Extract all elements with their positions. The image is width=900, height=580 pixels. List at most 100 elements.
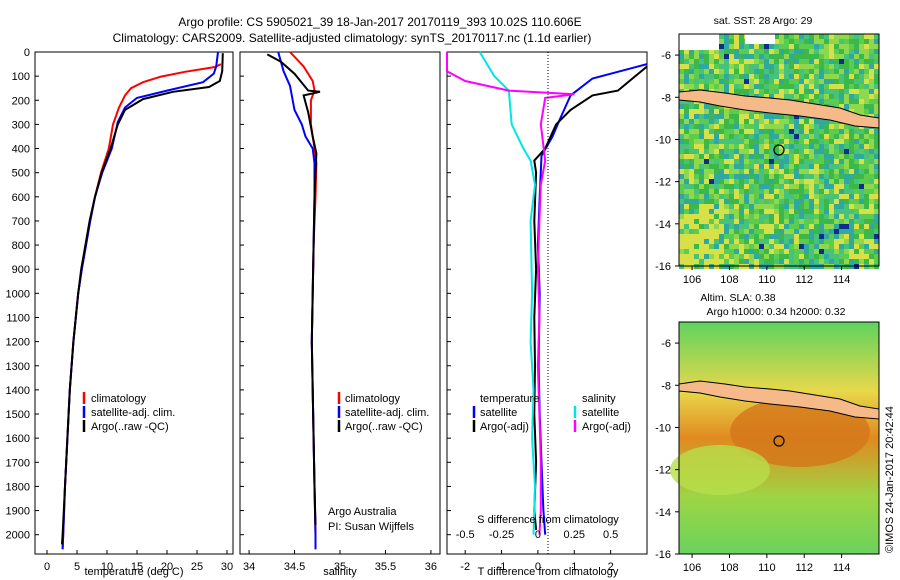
sst-cell — [789, 64, 794, 69]
x-tick-label: 15 — [131, 561, 143, 573]
sst-cell — [804, 179, 809, 184]
sst-cell — [839, 179, 844, 184]
sst-cell — [679, 214, 684, 219]
sst-cell — [794, 119, 799, 124]
sst-cell — [764, 244, 769, 249]
sst-cell — [684, 259, 689, 264]
x-tick-label: 5 — [74, 561, 80, 573]
sst-cell — [779, 169, 784, 174]
sst-cell — [734, 54, 739, 59]
sst-cell — [799, 139, 804, 144]
sst-cell — [734, 139, 739, 144]
sst-cell — [834, 149, 839, 154]
sst-cell — [799, 189, 804, 194]
sst-cell — [849, 179, 854, 184]
sst-cell — [824, 179, 829, 184]
sst-cell — [749, 159, 754, 164]
sst-cell — [719, 179, 724, 184]
sst-cell — [704, 169, 709, 174]
sst-cell — [849, 149, 854, 154]
sst-cell — [834, 89, 839, 94]
sst-cell — [769, 254, 774, 259]
sst-cell — [774, 154, 779, 159]
sst-cell — [809, 94, 814, 99]
sst-cell — [829, 34, 834, 39]
sst-cell — [724, 64, 729, 69]
sst-cell — [759, 249, 764, 254]
sst-cell — [784, 159, 789, 164]
sst-cell — [799, 239, 804, 244]
sst-cell — [789, 59, 794, 64]
sst-cell — [854, 249, 859, 254]
sst-cell — [759, 229, 764, 234]
sst-cell — [794, 39, 799, 44]
sst-cell — [819, 129, 824, 134]
x-tick-label: 1 — [571, 561, 577, 573]
sst-cell — [724, 44, 729, 49]
sst-cell — [859, 74, 864, 79]
sst-cell — [694, 54, 699, 59]
sst-cell — [834, 49, 839, 54]
sst-cell — [854, 229, 859, 234]
sst-cell — [804, 159, 809, 164]
sst-cell — [794, 174, 799, 179]
salinity-ticks: 34 34.5 35 35.5 36 — [243, 550, 437, 573]
sst-cell — [839, 254, 844, 259]
sla-map — [670, 321, 880, 555]
sst-cell — [749, 59, 754, 64]
sst-cell — [689, 259, 694, 264]
sst-cell — [679, 229, 684, 234]
sst-cell — [854, 44, 859, 49]
difference-legend: temperature satellite Argo(-adj) salinit… — [472, 393, 631, 433]
sst-cell — [679, 114, 684, 119]
legend-climatology: climatology — [345, 393, 401, 405]
sst-cell — [774, 234, 779, 239]
sst-cell — [819, 94, 824, 99]
sst-cell — [799, 249, 804, 254]
sst-cell — [839, 94, 844, 99]
sst-cell — [759, 124, 764, 129]
sst-cell — [769, 174, 774, 179]
sst-cell — [799, 159, 804, 164]
sst-cell — [754, 234, 759, 239]
sst-cell — [719, 64, 724, 69]
sst-cell — [709, 119, 714, 124]
sst-cell — [839, 224, 844, 229]
sst-cell — [804, 194, 809, 199]
sst-cell — [819, 154, 824, 159]
sst-cell — [729, 254, 734, 259]
sst-cell — [784, 244, 789, 249]
sst-cell — [854, 139, 859, 144]
sst-cell — [744, 254, 749, 259]
sst-cell — [829, 209, 834, 214]
sst-cell — [714, 59, 719, 64]
sst-cell — [844, 149, 849, 154]
sst-cell — [724, 214, 729, 219]
sst-cell — [759, 214, 764, 219]
sst-cell — [689, 79, 694, 84]
sst-cell — [729, 74, 734, 79]
sst-cell — [844, 79, 849, 84]
sst-cell — [724, 249, 729, 254]
sst-cell — [719, 159, 724, 164]
sst-cell — [739, 124, 744, 129]
sst-cell — [699, 249, 704, 254]
series-line-salinity-satellite — [478, 51, 537, 535]
sst-cell — [869, 224, 874, 229]
sst-cell — [814, 239, 819, 244]
sst-cell — [829, 39, 834, 44]
sst-cell — [814, 79, 819, 84]
sst-cell — [839, 154, 844, 159]
sst-cell — [714, 259, 719, 264]
sst-cell — [714, 84, 719, 89]
sst-cell — [849, 59, 854, 64]
sst-cell — [719, 199, 724, 204]
sst-cell — [824, 174, 829, 179]
sst-cell — [769, 179, 774, 184]
sst-cell — [814, 139, 819, 144]
sst-cell — [714, 154, 719, 159]
x-tick-label: 35 — [334, 561, 346, 573]
sst-cell — [844, 54, 849, 59]
sst-cell — [739, 134, 744, 139]
sst-cell — [844, 44, 849, 49]
